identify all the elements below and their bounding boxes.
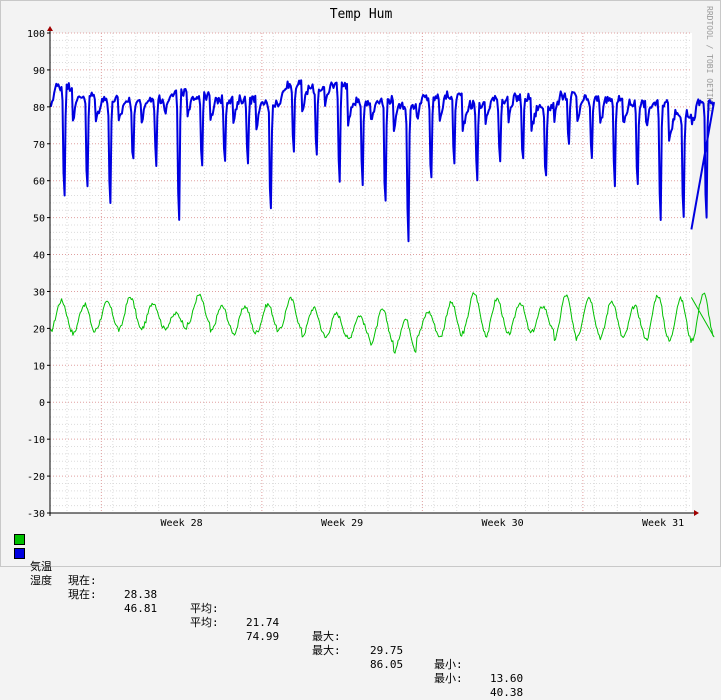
legend-minimum-value: 13.60	[490, 672, 524, 685]
legend-maximum-label: 最大:	[312, 644, 341, 657]
y-tick-label: 100	[27, 29, 45, 40]
legend-average-value: 21.74	[246, 616, 280, 629]
series-line-temp	[49, 292, 715, 354]
y-tick-label: -10	[27, 435, 45, 446]
legend-current-label: 現在:	[68, 588, 97, 601]
series-line-hum	[49, 79, 715, 243]
legend-series-name: 気温	[30, 560, 52, 573]
temp-hum-chart: Temp Hum RRDTOOL / TOBI OETIKER 10090807…	[27, 6, 715, 529]
x-tick-label: Week 29	[321, 518, 363, 529]
legend-swatch-hum	[14, 548, 25, 559]
x-axis-arrow	[694, 510, 699, 516]
legend-series-name: 湿度	[30, 574, 52, 587]
y-tick-label: 80	[33, 103, 45, 114]
data-series	[49, 79, 715, 354]
x-tick-label: Week 31	[642, 518, 684, 529]
legend-maximum-value: 86.05	[370, 658, 404, 671]
legend-swatch-temp	[14, 534, 25, 545]
legend-current-label: 現在:	[68, 574, 97, 587]
y-tick-label: 60	[33, 177, 45, 188]
chart-title: Temp Hum	[330, 7, 393, 22]
y-tick-label: 30	[33, 287, 45, 298]
legend-row-temp: 気温 現在: 28.38 平均: 21.74 最大: 29.75 最小: 13.…	[14, 532, 614, 685]
legend-minimum-label: 最小:	[434, 658, 463, 671]
legend-row-hum: 湿度 現在: 46.81 平均: 74.99 最大: 86.05 最小: 40.…	[14, 546, 614, 699]
legend-average-value: 74.99	[246, 630, 280, 643]
legend-average-label: 平均:	[190, 602, 219, 615]
legend-maximum-label: 最大:	[312, 630, 341, 643]
y-tick-label: -30	[27, 509, 45, 520]
legend-maximum-value: 29.75	[370, 644, 404, 657]
legend-minimum-value: 40.38	[490, 686, 524, 699]
y-tick-label: -20	[27, 472, 45, 483]
legend-minimum-label: 最小:	[434, 672, 463, 685]
axes	[47, 26, 699, 516]
y-tick-label: 50	[33, 214, 45, 225]
x-tick-label: Week 30	[482, 518, 524, 529]
y-tick-label: 70	[33, 140, 45, 151]
legend-current-value: 46.81	[124, 602, 158, 615]
legend-average-label: 平均:	[190, 616, 219, 629]
x-axis-ticks: Week 28 Week 29 Week 30 Week 31	[161, 518, 685, 529]
y-tick-label: 10	[33, 361, 45, 372]
y-tick-label: 40	[33, 251, 45, 262]
rrdtool-watermark: RRDTOOL / TOBI OETIKER	[705, 6, 714, 112]
legend-current-value: 28.38	[124, 588, 158, 601]
x-tick-label: Week 28	[161, 518, 203, 529]
y-tick-label: 90	[33, 66, 45, 77]
y-tick-label: 0	[39, 398, 45, 409]
y-tick-label: 20	[33, 324, 45, 335]
y-axis-arrow	[47, 26, 53, 31]
